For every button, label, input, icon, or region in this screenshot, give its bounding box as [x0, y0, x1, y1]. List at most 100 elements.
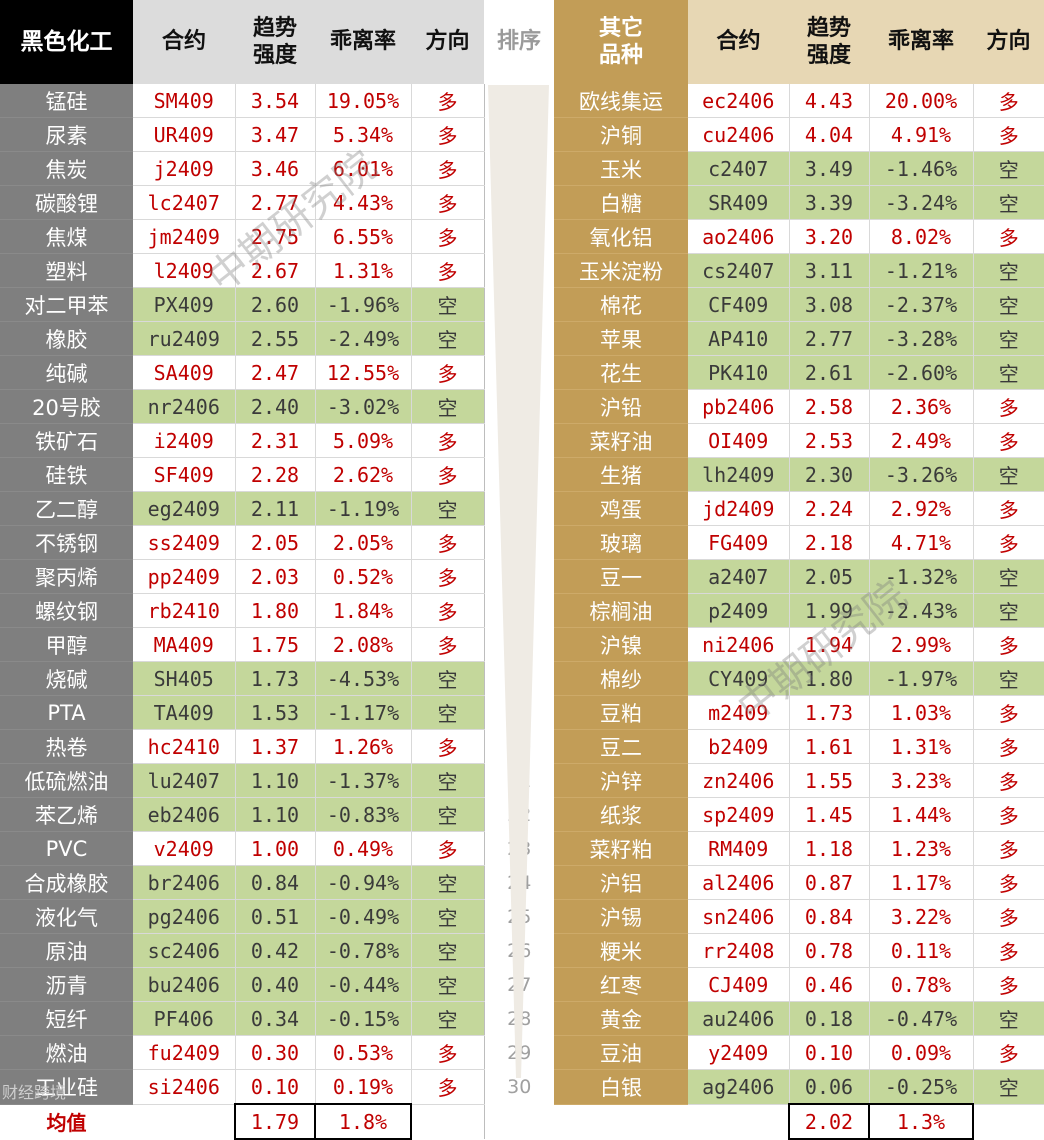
right-direction: 多	[972, 899, 1044, 934]
right-commodity-name: 苹果	[554, 321, 688, 356]
left-trend-strength: 1.00	[234, 831, 315, 866]
left-deviation: -2.49%	[314, 321, 411, 356]
right-deviation: -1.97%	[868, 661, 973, 696]
right-contract-code: SR409	[688, 185, 789, 220]
right-direction: 多	[972, 423, 1044, 458]
right-direction: 多	[972, 117, 1044, 152]
rank-number: 8	[483, 321, 554, 356]
right-commodity-name: 玻璃	[554, 525, 688, 560]
left-deviation: 2.08%	[314, 627, 411, 662]
right-commodity-name: 沪铜	[554, 117, 688, 152]
left-trend-strength: 0.30	[234, 1035, 315, 1070]
right-trend-strength: 1.80	[788, 661, 869, 696]
right-direction: 多	[972, 933, 1044, 968]
right-contract-code: c2407	[688, 151, 789, 186]
right-contract-code: sn2406	[688, 899, 789, 934]
average-blank	[483, 1104, 554, 1139]
left-direction: 空	[410, 763, 484, 798]
left-commodity-name: 原油	[0, 933, 133, 968]
right-contract-code: a2407	[688, 559, 789, 594]
right-average-deviation: 1.3%	[868, 1103, 974, 1140]
right-commodity-name: 沪锌	[554, 763, 688, 798]
right-contract-code: ag2406	[688, 1069, 789, 1105]
left-commodity-name: 橡胶	[0, 321, 133, 356]
rank-number: 22	[483, 797, 554, 832]
rank-number: 5	[483, 219, 554, 254]
left-average-strength: 1.79	[234, 1103, 316, 1140]
left-contract-code: ss2409	[133, 525, 235, 560]
rank-number: 10	[483, 389, 554, 424]
rank-number: 7	[483, 287, 554, 322]
rank-number: 24	[483, 865, 554, 900]
right-trend-strength: 0.18	[788, 1001, 869, 1036]
right-trend-strength: 0.78	[788, 933, 869, 968]
left-trend-strength: 2.11	[234, 491, 315, 526]
left-direction: 空	[410, 389, 484, 424]
table-row: 橡胶 ru2409 2.55 -2.49% 空 8 苹果 AP410 2.77 -3.28% 空	[0, 321, 1044, 356]
left-trend-strength: 2.28	[234, 457, 315, 492]
left-commodity-name: 20号胶	[0, 389, 133, 424]
table-row: 锰硅 SM409 3.54 19.05% 多 1 欧线集运 ec2406 4.43 20.00% 多	[0, 84, 1044, 118]
left-contract-code: TA409	[133, 695, 235, 730]
left-deviation: 1.26%	[314, 729, 411, 764]
right-direction: 空	[972, 661, 1044, 696]
table-row: 聚丙烯 pp2409 2.03 0.52% 多 15 豆一 a2407 2.05 -1.32% 空	[0, 559, 1044, 594]
table-header-row: 黑色化工 合约 趋势 强度 乖离率 方向 排序 其它 品种 合约 趋势 强度 乖…	[0, 0, 1044, 84]
right-direction: 空	[972, 287, 1044, 322]
right-deviation: 0.09%	[868, 1035, 973, 1070]
left-direction: 多	[410, 219, 484, 254]
left-deviation: -0.78%	[314, 933, 411, 968]
rank-number: 2	[483, 117, 554, 152]
right-trend-strength: 1.94	[788, 627, 869, 662]
left-commodity-name: 塑料	[0, 253, 133, 288]
left-trend-strength: 1.80	[234, 593, 315, 628]
right-direction: 空	[972, 559, 1044, 594]
right-deviation: -2.60%	[868, 355, 973, 390]
right-deviation: 1.17%	[868, 865, 973, 900]
left-deviation: 12.55%	[314, 355, 411, 390]
right-commodity-name: 黄金	[554, 1001, 688, 1036]
left-contract-code: lu2407	[133, 763, 235, 798]
right-trend-strength: 4.43	[788, 84, 869, 118]
right-trend-strength: 1.55	[788, 763, 869, 798]
right-contract-code: m2409	[688, 695, 789, 730]
table-row: 不锈钢 ss2409 2.05 2.05% 多 14 玻璃 FG409 2.18 4.71% 多	[0, 525, 1044, 560]
left-deviation: 0.49%	[314, 831, 411, 866]
right-deviation: 0.11%	[868, 933, 973, 968]
right-deviation: 4.71%	[868, 525, 973, 560]
average-label: 均值	[0, 1104, 133, 1139]
right-direction: 多	[972, 967, 1044, 1002]
right-contract-code: RM409	[688, 831, 789, 866]
table-row: 沥青 bu2406 0.40 -0.44% 空 27 红枣 CJ409 0.46 0.78% 多	[0, 967, 1044, 1002]
left-direction: 空	[410, 865, 484, 900]
right-commodity-name: 沪铝	[554, 865, 688, 900]
left-contract-code: i2409	[133, 423, 235, 458]
table-row: 尿素 UR409 3.47 5.34% 多 2 沪铜 cu2406 4.04 4.91% 多	[0, 117, 1044, 152]
right-average-strength: 2.02	[788, 1103, 870, 1140]
right-commodity-name: 花生	[554, 355, 688, 390]
left-direction: 多	[410, 559, 484, 594]
rank-number: 13	[483, 491, 554, 526]
right-contract-code: ec2406	[688, 84, 789, 118]
right-trend-strength: 1.45	[788, 797, 869, 832]
right-trend-strength: 0.46	[788, 967, 869, 1002]
left-direction: 多	[410, 117, 484, 152]
right-direction: 空	[972, 253, 1044, 288]
right-commodity-name: 棉花	[554, 287, 688, 322]
left-deviation: -0.83%	[314, 797, 411, 832]
left-trend-strength: 2.75	[234, 219, 315, 254]
right-commodity-name: 纸浆	[554, 797, 688, 832]
right-trend-strength: 2.18	[788, 525, 869, 560]
left-direction: 空	[410, 933, 484, 968]
right-commodity-name: 沪锡	[554, 899, 688, 934]
table-row: 原油 sc2406 0.42 -0.78% 空 26 粳米 rr2408 0.78 0.11% 多	[0, 933, 1044, 968]
left-direction: 多	[410, 1035, 484, 1070]
right-deviation: 2.99%	[868, 627, 973, 662]
right-commodity-name: 欧线集运	[554, 84, 688, 118]
right-direction: 多	[972, 627, 1044, 662]
right-deviation: 2.92%	[868, 491, 973, 526]
rank-number: 25	[483, 899, 554, 934]
table-row: 甲醇 MA409 1.75 2.08% 多 17 沪镍 ni2406 1.94 2.99% 多	[0, 627, 1044, 662]
left-contract-code: si2406	[133, 1069, 235, 1105]
